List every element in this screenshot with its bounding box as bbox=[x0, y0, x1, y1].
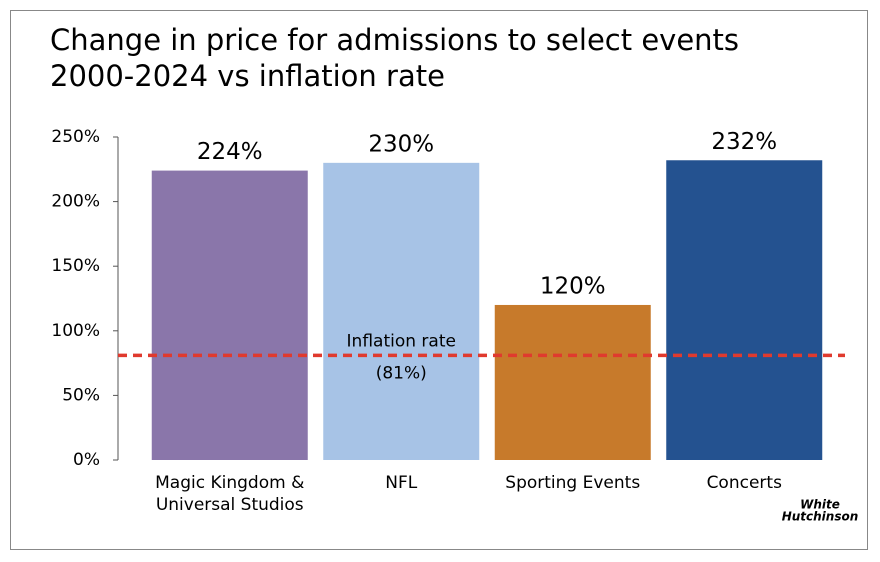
chart-title: 2000-2024 vs inflation rate bbox=[50, 59, 445, 93]
reference-value-label: (81%) bbox=[376, 363, 427, 383]
x-tick-label: Concerts bbox=[706, 473, 782, 493]
y-tick-label: 0% bbox=[73, 450, 100, 470]
logo: Hutchinson bbox=[782, 510, 859, 524]
chart-title: Change in price for admissions to select… bbox=[50, 23, 739, 57]
value-label: 230% bbox=[368, 131, 434, 157]
bar bbox=[494, 304, 651, 460]
x-tick-label: Sporting Events bbox=[505, 473, 641, 493]
bar bbox=[666, 160, 823, 461]
y-tick-label: 250% bbox=[51, 127, 100, 147]
y-tick-label: 200% bbox=[51, 192, 100, 212]
bar bbox=[323, 162, 480, 460]
y-tick-label: 100% bbox=[51, 321, 100, 341]
frame bbox=[10, 10, 868, 550]
reference-label: Inflation rate bbox=[347, 331, 456, 351]
y-tick-label: 150% bbox=[51, 256, 100, 276]
value-label: 232% bbox=[711, 129, 777, 155]
bar bbox=[151, 170, 308, 461]
logo: White bbox=[800, 498, 840, 512]
x-tick-label: NFL bbox=[385, 473, 418, 493]
value-label: 120% bbox=[540, 273, 606, 299]
x-tick-label: Magic Kingdom & Universal Studios bbox=[155, 473, 305, 515]
y-tick-label: 50% bbox=[62, 385, 100, 405]
value-label: 224% bbox=[197, 139, 263, 165]
